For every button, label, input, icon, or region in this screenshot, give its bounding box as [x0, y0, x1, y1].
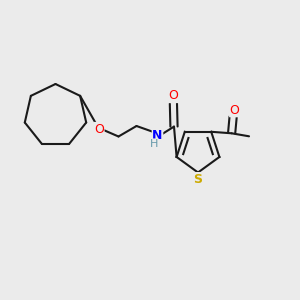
Text: S: S [194, 172, 202, 186]
Text: H: H [150, 139, 158, 149]
Text: O: O [94, 122, 104, 136]
Text: N: N [152, 129, 163, 142]
Text: O: O [230, 104, 240, 117]
Text: O: O [169, 89, 178, 103]
